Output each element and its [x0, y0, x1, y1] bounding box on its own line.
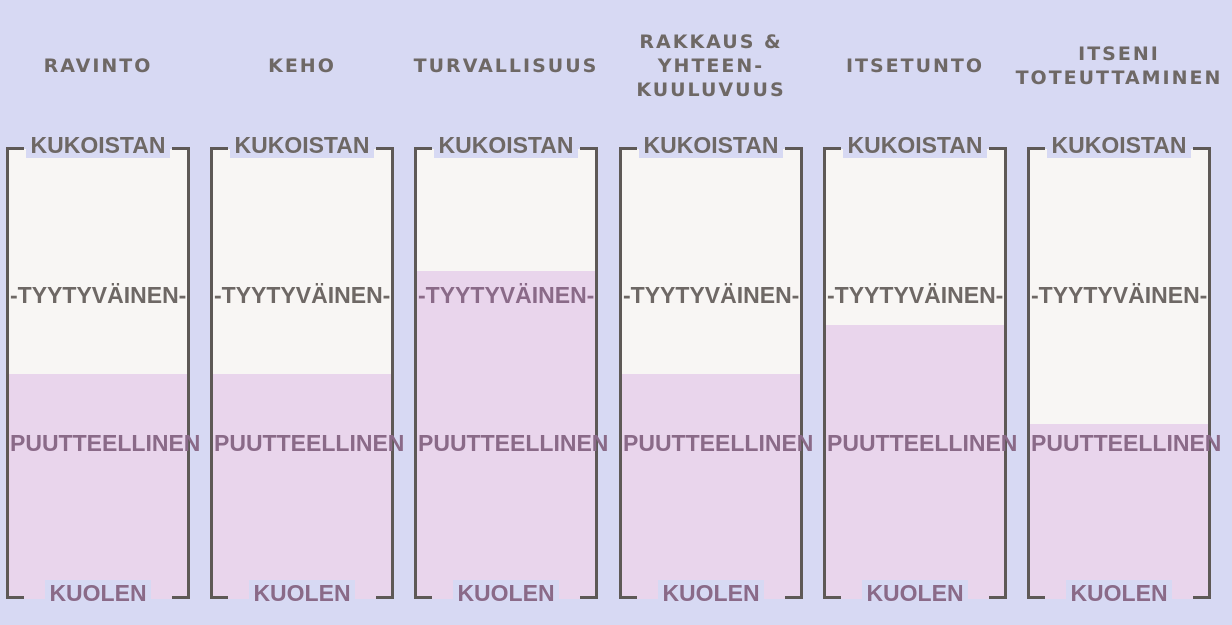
level-label-text: KUKOISTAN	[230, 132, 374, 158]
tube-top-edge	[823, 147, 1007, 150]
level-label-text: PUUTTEELLINEN	[418, 430, 609, 456]
level-fill-bar	[9, 374, 187, 599]
column-2: TURVALLISUUS KUKOISTAN -TYYTYVÄINEN- PUUTTE…	[414, 0, 608, 625]
level-label-text: PUUTTEELLINEN	[827, 430, 1018, 456]
level-label-text: KUOLEN	[45, 580, 151, 606]
level-label-text: KUKOISTAN	[434, 132, 578, 158]
level-label-top: KUKOISTAN	[1027, 131, 1211, 159]
level-label-top: KUKOISTAN	[210, 131, 394, 159]
level-label-text: KUOLEN	[453, 580, 559, 606]
level-label-text: -TYYTYVÄINEN-	[10, 282, 187, 308]
column-3: RAKKAUS & YHTEEN- KUULUVUUS KUKOISTAN -TYY…	[619, 0, 813, 625]
tube-top-edge	[619, 147, 803, 150]
level-label-bottom: KUOLEN	[1027, 579, 1211, 607]
level-label-text: -TYYTYVÄINEN-	[214, 282, 391, 308]
level-fill-bar	[1030, 423, 1208, 599]
level-label-upper-mid: -TYYTYVÄINEN-	[414, 281, 598, 309]
column-4: ITSETUNTO KUKOISTAN -TYYTYVÄINEN- PUUTTEELL…	[823, 0, 1017, 625]
level-tube	[823, 149, 1007, 599]
level-label-text: PUUTTEELLINEN	[623, 430, 814, 456]
level-label-bottom: KUOLEN	[6, 579, 190, 607]
level-tube	[414, 149, 598, 599]
category-title: ITSENI TOTEUTTAMINEN	[1015, 42, 1223, 89]
level-label-bottom: KUOLEN	[619, 579, 803, 607]
level-fill-bar	[213, 374, 391, 599]
category-title: TURVALLISUUS	[413, 54, 599, 77]
level-label-text: PUUTTEELLINEN	[1031, 430, 1222, 456]
level-fill-bar	[826, 324, 1004, 599]
tube-bot-edge	[414, 596, 598, 599]
level-label-text: -TYYTYVÄINEN-	[418, 282, 595, 308]
level-label-text: KUOLEN	[862, 580, 968, 606]
level-tube	[6, 149, 190, 599]
level-label-lower-mid: PUUTTEELLINEN	[414, 429, 608, 457]
level-label-text: PUUTTEELLINEN	[214, 430, 405, 456]
level-label-upper-mid: -TYYTYVÄINEN-	[619, 281, 803, 309]
level-label-text: KUKOISTAN	[843, 132, 987, 158]
level-label-upper-mid: -TYYTYVÄINEN-	[1027, 281, 1211, 309]
category-title: RAKKAUS & YHTEEN- KUULUVUUS	[636, 30, 786, 102]
level-label-lower-mid: PUUTTEELLINEN	[6, 429, 200, 457]
level-label-text: PUUTTEELLINEN	[10, 430, 201, 456]
tube-top-edge	[1027, 147, 1211, 150]
level-label-text: KUKOISTAN	[26, 132, 170, 158]
level-label-upper-mid: -TYYTYVÄINEN-	[6, 281, 190, 309]
level-label-lower-mid: PUUTTEELLINEN	[1027, 429, 1221, 457]
level-label-lower-mid: PUUTTEELLINEN	[823, 429, 1017, 457]
level-label-text: -TYYTYVÄINEN-	[1031, 282, 1208, 308]
category-title: RAVINTO	[43, 54, 153, 77]
level-label-lower-mid: PUUTTEELLINEN	[210, 429, 404, 457]
level-label-top: KUKOISTAN	[6, 131, 190, 159]
level-label-text: -TYYTYVÄINEN-	[623, 282, 800, 308]
tube-top-edge	[210, 147, 394, 150]
category-title: KEHO	[268, 54, 336, 77]
level-label-text: KUOLEN	[658, 580, 764, 606]
tube-top-edge	[414, 147, 598, 150]
level-tube	[210, 149, 394, 599]
level-label-text: KUOLEN	[1066, 580, 1172, 606]
level-label-text: KUKOISTAN	[1047, 132, 1191, 158]
level-label-bottom: KUOLEN	[414, 579, 598, 607]
column-0: RAVINTO KUKOISTAN -TYYTYVÄINEN- PUUTTEELLIN…	[6, 0, 200, 625]
level-label-text: -TYYTYVÄINEN-	[827, 282, 1004, 308]
tube-bot-edge	[6, 596, 190, 599]
level-label-top: KUKOISTAN	[823, 131, 1007, 159]
level-label-bottom: KUOLEN	[210, 579, 394, 607]
tube-bot-edge	[210, 596, 394, 599]
level-label-upper-mid: -TYYTYVÄINEN-	[210, 281, 394, 309]
level-label-bottom: KUOLEN	[823, 579, 1007, 607]
category-title: ITSETUNTO	[845, 54, 985, 77]
column-1: KEHO KUKOISTAN -TYYTYVÄINEN- PUUTTEELLINEN K…	[210, 0, 404, 625]
level-label-text: KUOLEN	[249, 580, 355, 606]
level-tube	[1027, 149, 1211, 599]
level-label-top: KUKOISTAN	[414, 131, 598, 159]
column-5: ITSENI TOTEUTTAMINEN KUKOISTAN -TYYTYVÄINE…	[1016, 0, 1221, 625]
tube-bot-edge	[823, 596, 1007, 599]
level-label-lower-mid: PUUTTEELLINEN	[619, 429, 813, 457]
level-fill-bar	[622, 374, 800, 599]
level-tube	[619, 149, 803, 599]
level-fill-bar	[417, 270, 595, 599]
tube-top-edge	[6, 147, 190, 150]
level-label-top: KUKOISTAN	[619, 131, 803, 159]
level-label-upper-mid: -TYYTYVÄINEN-	[823, 281, 1007, 309]
tube-bot-edge	[619, 596, 803, 599]
tube-bot-edge	[1027, 596, 1211, 599]
level-label-text: KUKOISTAN	[639, 132, 783, 158]
